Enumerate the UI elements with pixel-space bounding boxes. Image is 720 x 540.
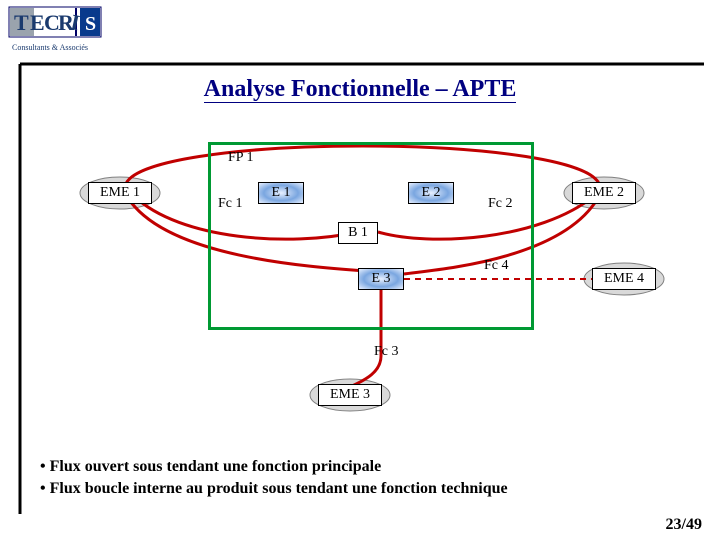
node-eme2-label: EME 2 <box>584 185 624 201</box>
node-b1: B 1 <box>338 222 378 244</box>
node-eme1: EME 1 <box>88 182 152 204</box>
label-fc3: Fc 3 <box>374 344 399 360</box>
label-fc4: Fc 4 <box>484 258 509 274</box>
bullet-1: • Flux ouvert sous tendant une fonction … <box>40 456 508 478</box>
label-fc1: Fc 1 <box>218 196 243 212</box>
node-b1-label: B 1 <box>348 225 368 241</box>
node-eme3: EME 3 <box>318 384 382 406</box>
node-eme2: EME 2 <box>572 182 636 204</box>
node-e3-label: E 3 <box>371 271 390 287</box>
label-fc2: Fc 2 <box>488 196 513 212</box>
svg-text:T: T <box>14 10 29 35</box>
node-eme4: EME 4 <box>592 268 656 290</box>
node-eme3-label: EME 3 <box>330 387 370 403</box>
node-e1: E 1 <box>258 182 304 204</box>
svg-text:S: S <box>85 13 96 35</box>
bullet-2: • Flux boucle interne au produit sous te… <box>40 478 508 500</box>
page-title: Analyse Fonctionnelle – APTE <box>0 76 720 103</box>
node-e3: E 3 <box>358 268 404 290</box>
node-e1-label: E 1 <box>271 185 290 201</box>
label-fp1: FP 1 <box>228 150 254 166</box>
node-e2: E 2 <box>408 182 454 204</box>
bullet-list: • Flux ouvert sous tendant une fonction … <box>40 456 508 499</box>
page-number: 23/49 <box>666 516 702 534</box>
node-eme4-label: EME 4 <box>604 271 644 287</box>
logo-subtitle: Consultants & Associés <box>12 43 88 52</box>
svg-text:E: E <box>30 10 45 35</box>
node-eme1-label: EME 1 <box>100 185 140 201</box>
logo: T E C R I S Consultants & Associés <box>8 6 118 58</box>
node-e2-label: E 2 <box>421 185 440 201</box>
